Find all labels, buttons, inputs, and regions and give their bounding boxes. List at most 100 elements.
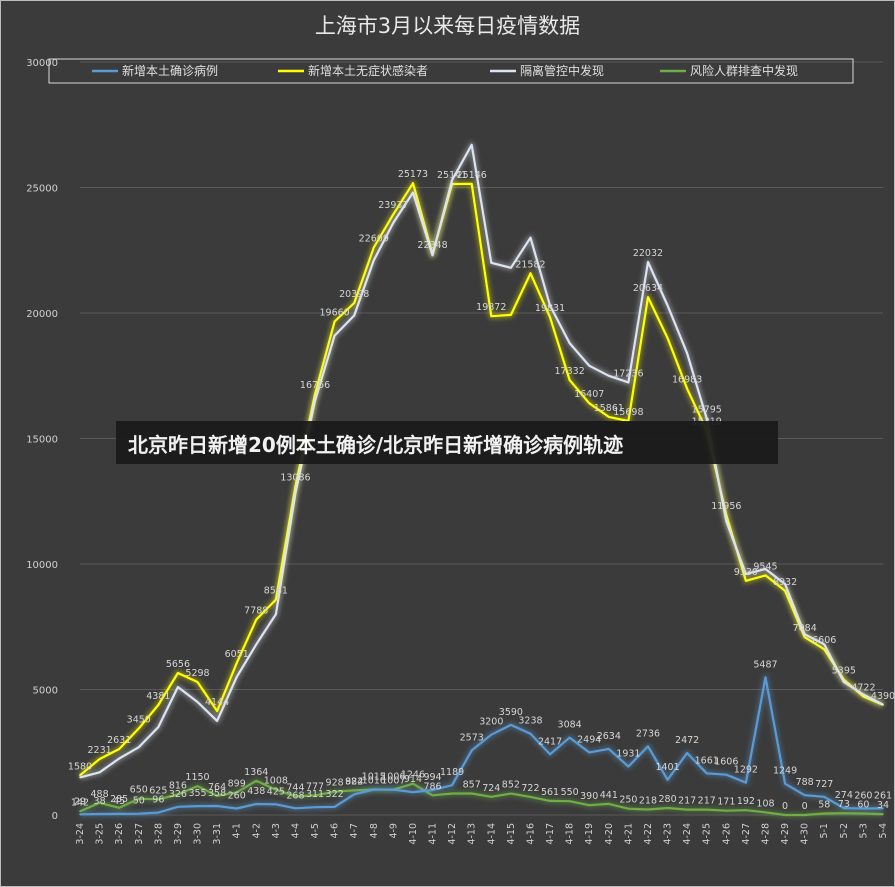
x-tick-label: 4-7 bbox=[349, 823, 360, 839]
data-label: 3238 bbox=[518, 716, 542, 727]
x-tick-label: 4-28 bbox=[760, 823, 771, 845]
data-label: 786 bbox=[423, 781, 441, 792]
x-tick-label: 4-9 bbox=[388, 823, 399, 839]
data-point bbox=[372, 788, 375, 791]
data-point bbox=[235, 676, 238, 678]
data-point bbox=[764, 568, 767, 570]
data-point bbox=[608, 748, 610, 750]
data-label: 19660 bbox=[319, 308, 349, 319]
data-label: 438 bbox=[247, 786, 265, 797]
data-point bbox=[412, 182, 414, 184]
data-label: 724 bbox=[482, 783, 500, 794]
data-point bbox=[666, 337, 669, 339]
data-point bbox=[862, 807, 865, 810]
data-label: 29 bbox=[74, 796, 86, 807]
data-point bbox=[862, 812, 865, 815]
data-label: 358 bbox=[208, 788, 226, 799]
y-tick-label: 0 bbox=[52, 811, 58, 822]
data-label: 9545 bbox=[753, 561, 777, 572]
data-point bbox=[157, 726, 160, 728]
data-label: 192 bbox=[737, 796, 755, 807]
x-tick-label: 4-3 bbox=[271, 823, 282, 839]
x-tick-label: 4-13 bbox=[467, 823, 478, 845]
series-line bbox=[79, 779, 884, 817]
data-point bbox=[627, 765, 630, 768]
data-label: 8932 bbox=[773, 577, 797, 588]
data-label: 7788 bbox=[244, 606, 268, 617]
data-point bbox=[79, 776, 81, 779]
data-point bbox=[353, 302, 355, 304]
data-label: 22609 bbox=[359, 234, 389, 245]
y-tick-label: 10000 bbox=[26, 560, 58, 571]
data-point bbox=[784, 814, 786, 816]
data-point bbox=[647, 296, 649, 298]
data-label: 5487 bbox=[753, 659, 777, 670]
data-point bbox=[647, 745, 649, 748]
data-label: 1661 bbox=[695, 755, 719, 766]
data-point bbox=[470, 183, 473, 185]
data-point bbox=[294, 807, 297, 810]
data-label: 34 bbox=[877, 800, 889, 811]
x-tick-label: 4-22 bbox=[643, 823, 654, 845]
data-point bbox=[823, 795, 826, 798]
data-point bbox=[216, 795, 218, 797]
data-label: 8581 bbox=[264, 586, 288, 597]
data-label: 2472 bbox=[675, 735, 699, 746]
x-tick-label: 4-27 bbox=[741, 823, 752, 845]
data-point bbox=[568, 379, 571, 381]
data-point bbox=[490, 315, 493, 318]
data-point bbox=[784, 782, 786, 785]
data-label: 108 bbox=[756, 798, 774, 809]
data-point bbox=[745, 580, 747, 582]
data-point bbox=[137, 727, 140, 730]
data-point bbox=[98, 801, 101, 804]
data-point bbox=[137, 812, 140, 815]
data-label: 390 bbox=[580, 791, 598, 802]
x-tick-label: 5-4 bbox=[878, 823, 889, 839]
data-label: 217 bbox=[698, 796, 716, 807]
data-label: 852 bbox=[502, 780, 520, 791]
data-point bbox=[333, 334, 336, 337]
data-label: 274 bbox=[835, 790, 853, 801]
data-label: 2736 bbox=[636, 728, 660, 739]
data-label: 3590 bbox=[499, 707, 523, 718]
data-point bbox=[510, 792, 512, 795]
data-point bbox=[333, 790, 336, 793]
data-point bbox=[862, 693, 865, 696]
data-label: 6051 bbox=[225, 649, 249, 660]
data-label: 764 bbox=[208, 782, 226, 793]
data-point bbox=[275, 803, 277, 806]
data-point bbox=[235, 662, 238, 664]
data-label: 19831 bbox=[535, 303, 565, 314]
data-point bbox=[725, 809, 728, 812]
data-point bbox=[647, 261, 649, 263]
data-label: 441 bbox=[600, 790, 618, 801]
data-point bbox=[666, 779, 669, 781]
data-label: 16983 bbox=[672, 375, 702, 386]
data-point bbox=[627, 807, 630, 810]
data-label: 1150 bbox=[185, 772, 209, 783]
y-tick-label: 25000 bbox=[26, 184, 58, 195]
x-tick-label: 3-31 bbox=[212, 823, 223, 845]
x-tick-label: 3-24 bbox=[75, 823, 86, 845]
data-point bbox=[431, 789, 434, 791]
x-tick-label: 4-29 bbox=[780, 823, 791, 845]
data-point bbox=[510, 724, 512, 726]
data-label: 722 bbox=[521, 783, 539, 794]
data-label: 2634 bbox=[597, 731, 621, 742]
data-label: 3084 bbox=[558, 720, 582, 731]
data-label: 142 bbox=[71, 797, 89, 808]
data-label: 19872 bbox=[476, 302, 506, 313]
data-label: 326 bbox=[169, 789, 187, 800]
x-tick-label: 4-23 bbox=[663, 823, 674, 845]
y-tick-label: 15000 bbox=[26, 435, 58, 446]
x-tick-label: 4-10 bbox=[408, 823, 419, 845]
data-point bbox=[686, 387, 688, 390]
data-point bbox=[196, 785, 199, 787]
data-point bbox=[588, 402, 591, 404]
data-label: 1006 bbox=[381, 772, 405, 783]
series-line bbox=[79, 676, 884, 816]
data-point bbox=[549, 800, 551, 802]
data-point bbox=[568, 736, 571, 739]
